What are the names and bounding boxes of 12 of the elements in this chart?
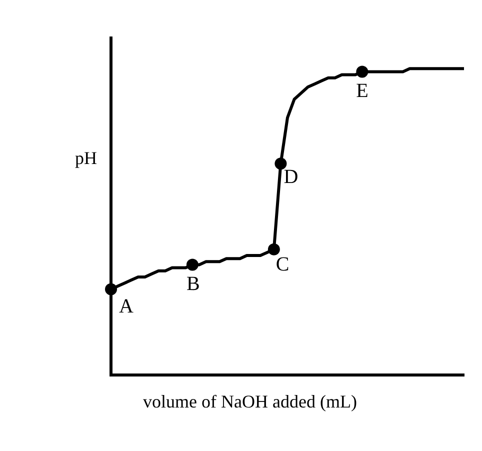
- y-axis-title: pH: [75, 148, 97, 168]
- annotation: A: [119, 295, 134, 318]
- point: [268, 243, 280, 256]
- x-axis-title: volume of NaOH added (mL): [143, 392, 357, 412]
- annotation: B: [186, 272, 200, 295]
- annotation: E: [356, 80, 368, 102]
- point: [274, 158, 287, 170]
- annotation: D: [284, 166, 298, 188]
- point: [356, 66, 368, 78]
- point: [105, 283, 117, 296]
- point: [186, 258, 198, 271]
- annotation: C: [276, 254, 290, 276]
